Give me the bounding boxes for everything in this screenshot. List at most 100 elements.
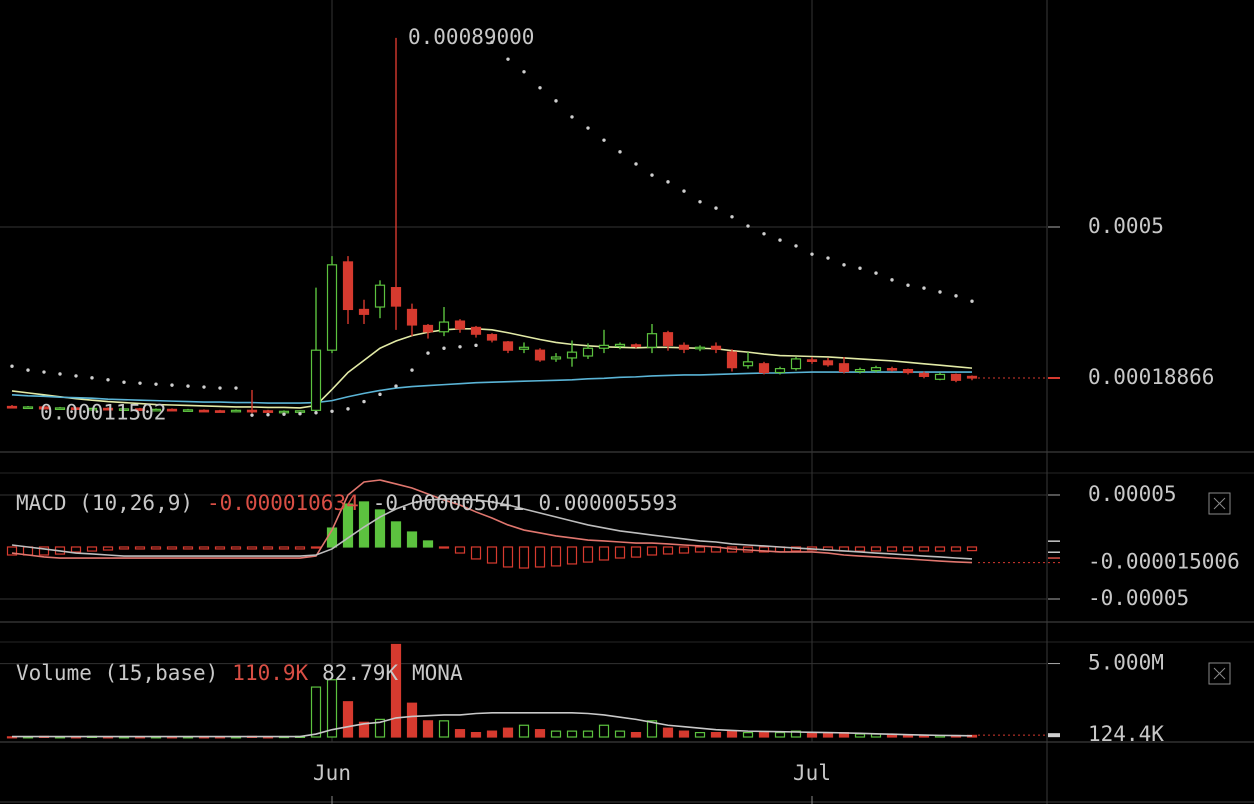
volume-bar [582,730,594,738]
candle-body [534,349,546,361]
moving-average [11,371,972,404]
histogram-bar [118,546,130,550]
sar-dot [314,411,318,415]
sar-dot [506,57,510,61]
sar-dot [346,407,350,411]
volume-bar [310,686,322,738]
volume-bar [358,721,370,738]
candle-body [390,287,402,307]
sar-dot [282,412,286,416]
histogram-bar [166,546,178,550]
legend-title: Volume (15,base) [16,661,218,685]
sar-dot [858,266,862,270]
volume-bar [630,731,642,738]
sar-dot [234,386,238,390]
candle-body [38,406,50,410]
sar-dot [714,206,718,210]
legend-value: 110.9K [232,661,308,685]
sar-dot [138,381,142,385]
close-button[interactable] [1208,492,1231,515]
y-tick-label: 0.0005 [1088,214,1164,238]
candle-body [774,368,786,374]
candle-body [182,409,194,412]
histogram-bar [198,546,210,550]
volume-bar [374,718,386,738]
histogram-bar [214,546,226,550]
candle-body [918,372,930,377]
close-box[interactable] [1208,662,1231,685]
candle-body [742,361,754,367]
candle-body [966,375,978,379]
sar-dot [746,224,750,228]
volume-bar [326,679,338,738]
candle-body [486,334,498,341]
sar-dot [394,384,398,388]
histogram-bar [422,540,434,548]
sar-dot [938,290,942,294]
candle-body [54,407,66,411]
volume-bar [406,702,418,738]
histogram-bar [646,546,658,556]
candle-body [470,326,482,335]
volume-bar [646,720,658,738]
sar-dot [474,343,478,348]
volume-bar [454,729,466,738]
sar-dot [826,256,830,260]
candle-body [566,351,578,359]
histogram-bar [150,546,162,550]
sar-dot [538,86,542,90]
candle-body [406,308,418,326]
histogram-bar [614,546,626,559]
close-box[interactable] [1208,492,1231,515]
histogram-bar [6,546,18,556]
candle-body [806,359,818,362]
candle-body [214,410,226,413]
candle-body [694,346,706,350]
candle-body [454,320,466,330]
histogram-bar [262,546,274,550]
candle-body [582,347,594,357]
sar-dot [906,283,910,287]
candle-body [374,284,386,308]
candle-body [886,368,898,371]
volume-bar [790,730,802,738]
sar-dot [58,372,62,376]
sar-dot [42,370,46,374]
sar-dot [874,271,878,275]
candle-body [246,409,258,413]
histogram-bar [438,546,450,549]
volume-bar [774,731,786,738]
volume-bar [694,731,706,738]
sar-dot [698,200,702,204]
close-icon[interactable] [1213,667,1226,680]
histogram-bar [902,546,914,552]
sar-dot [122,380,126,384]
volume-bar [726,730,738,738]
volume-bar [534,729,546,738]
volume-bar [518,724,530,738]
histogram-bar [566,546,578,565]
volume-bar [502,727,514,738]
histogram-bar [950,546,962,552]
candle-body [710,345,722,350]
candle-body [502,341,514,351]
sar-dot [618,150,622,154]
candle-body [838,363,850,373]
sar-dot [682,189,686,193]
histogram-bar [934,546,946,552]
volume-bar [806,731,818,738]
candle-body [854,368,866,373]
histogram-bar [854,546,866,552]
legend-value: 82.79K [322,661,398,685]
histogram-bar [918,546,930,552]
close-icon[interactable] [1213,497,1226,510]
last-value-marker [1048,733,1060,738]
histogram-bar [630,546,642,558]
close-button[interactable] [1208,662,1231,685]
candle-body [902,368,914,374]
candle-body [166,408,178,412]
histogram-bar [102,546,114,551]
last-value-label: -0.000015006 [1088,550,1240,574]
extreme-label: 0.00089000 [408,25,534,49]
